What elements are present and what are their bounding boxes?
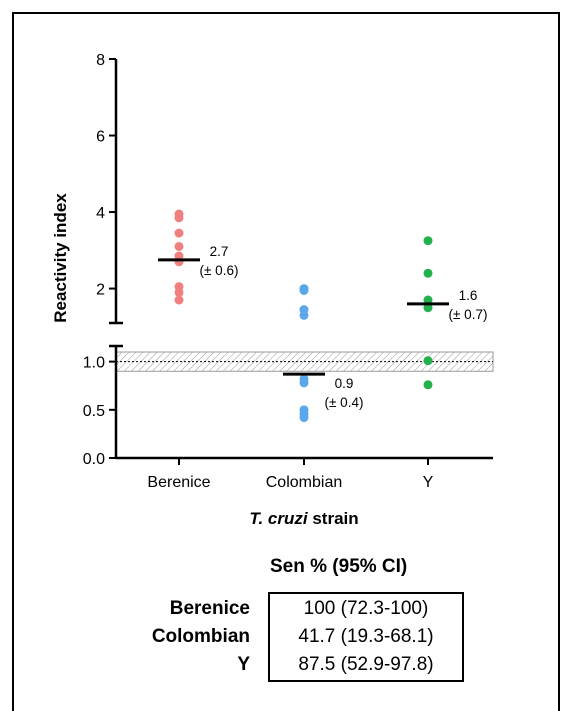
sensitivity-box [268,592,464,682]
data-point-colombian [299,310,309,320]
x-axis-title-italic: T. cruzi [249,509,309,528]
sensitivity-row-value: 100 (72.3-100) [303,598,429,619]
y-tick-label: 4 [96,205,105,222]
sensitivity-row-value: 87.5 (52.9-97.8) [298,654,434,675]
data-point-colombian [299,413,309,423]
mean-label-y: 1.6 [459,288,478,303]
data-point-y [423,303,433,313]
x-axis-title-rest: strain [308,509,359,528]
data-point-berenice [174,287,184,297]
reactivity-chart: 2 4 6 8 0.0 0.5 1.0 Berenice Colombian Y 2.7 (± 0.… [51,52,494,528]
mean-label-colombian: 0.9 [335,376,354,391]
sd-label-colombian: (± 0.4) [325,395,364,410]
data-point-y [423,380,433,390]
mean-label-berenice: 2.7 [210,244,229,259]
y-tick-label: 8 [96,52,105,69]
data-point-berenice [174,241,184,251]
y-axis-title: Reactivity index [51,193,70,323]
x-axis-title: T. cruzi strain [249,509,358,528]
x-tick-label-y: Y [423,474,434,491]
sd-label-berenice: (± 0.6) [200,263,239,278]
figure-frame [12,12,560,711]
y-tick-label: 0.5 [83,403,105,420]
y-tick-label: 6 [96,129,105,146]
x-tick-label-colombian: Colombian [266,474,342,491]
data-point-y [423,236,433,246]
data-point-y [423,295,433,305]
sd-label-y: (± 0.7) [449,307,488,322]
y-tick-label: 0.0 [83,451,105,468]
sensitivity-row-value: 41.7 (19.3-68.1) [298,626,434,647]
data-point-colombian [299,378,309,388]
data-point-y [423,268,433,278]
sensitivity-row-name: Colombian [151,626,250,647]
data-point-berenice [174,295,184,305]
data-point-colombian [299,285,309,295]
data-point-y [423,356,433,366]
data-point-berenice [174,213,184,223]
data-point-berenice [174,228,184,238]
sensitivity-row-name: Berenice [169,598,250,619]
x-tick-label-berenice: Berenice [147,474,210,491]
y-tick-label: 2 [96,282,105,299]
sensitivity-title: Sen % (95% CI) [270,556,408,577]
y-tick-label: 1.0 [83,355,105,372]
sensitivity-row-name: Y [237,654,250,675]
